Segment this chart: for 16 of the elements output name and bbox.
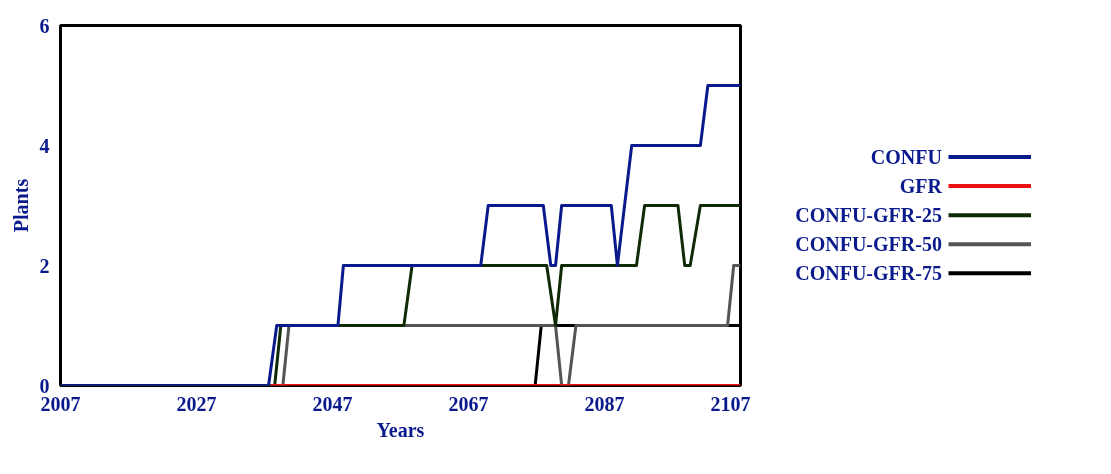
y-tick-label: 2 [39, 254, 50, 277]
legend-label: GFR [899, 175, 943, 198]
y-tick-label: 4 [39, 134, 50, 157]
legend-label: CONFU-GFR-25 [795, 204, 942, 227]
y-tick-label: 6 [39, 14, 50, 37]
x-tick-label: 2027 [176, 392, 217, 415]
line-series [60, 84, 741, 386]
x-tick-label: 2067 [448, 392, 489, 415]
x-tick-label: 2047 [312, 392, 353, 415]
x-tick-label: 2107 [710, 392, 751, 415]
legend-label: CONFU-GFR-75 [795, 262, 942, 285]
x-tick-label: 2087 [584, 392, 625, 415]
legend-label: CONFU [870, 146, 942, 169]
x-axis-title: Years [376, 418, 425, 441]
legend-label: CONFU-GFR-50 [795, 233, 942, 256]
y-axis-title: Plants [9, 178, 32, 233]
